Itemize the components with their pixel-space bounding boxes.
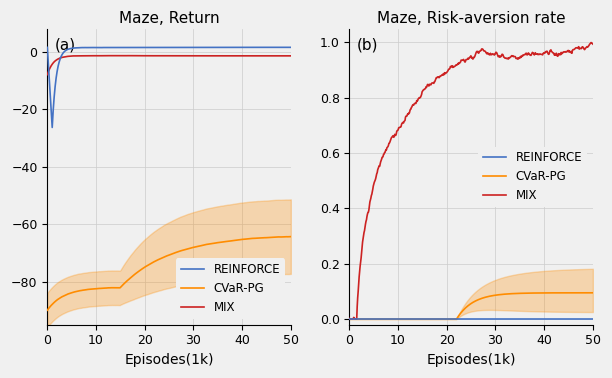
REINFORCE (463, 317, 470, 321)
X-axis label: Episodes(1k): Episodes(1k) (124, 353, 214, 367)
REINFORCE (43, 45, 51, 50)
MIX (478, 46, 485, 51)
REINFORCE (253, 45, 260, 50)
X-axis label: Episodes(1k): Episodes(1k) (427, 353, 516, 367)
MIX (176, 54, 183, 58)
Text: (a): (a) (54, 37, 76, 53)
MIX (491, 52, 499, 56)
MIX (160, 53, 167, 58)
CVaR-PG (589, 291, 597, 295)
CVaR-PG (287, 234, 294, 239)
CVaR-PG (463, 305, 470, 309)
Line: MIX: MIX (47, 56, 291, 74)
Text: (b): (b) (357, 37, 378, 53)
Line: MIX: MIX (349, 43, 593, 319)
REINFORCE (589, 317, 597, 321)
MIX (346, 316, 353, 321)
CVaR-PG (282, 234, 289, 239)
REINFORCE (282, 45, 289, 50)
MIX (346, 317, 354, 321)
REINFORCE (244, 45, 251, 50)
REINFORCE (491, 317, 498, 321)
Title: Maze, Return: Maze, Return (119, 11, 219, 26)
REINFORCE (48, 125, 56, 130)
Legend: REINFORCE, CVaR-PG, MIX: REINFORCE, CVaR-PG, MIX (478, 147, 587, 207)
MIX (584, 45, 591, 50)
CVaR-PG (161, 254, 168, 259)
Line: CVaR-PG: CVaR-PG (349, 293, 593, 319)
REINFORCE (160, 45, 167, 50)
REINFORCE (545, 317, 553, 321)
REINFORCE (583, 317, 591, 321)
CVaR-PG (188, 245, 196, 250)
Legend: REINFORCE, CVaR-PG, MIX: REINFORCE, CVaR-PG, MIX (176, 259, 285, 319)
CVaR-PG (43, 308, 51, 313)
REINFORCE (346, 317, 353, 321)
MIX (282, 54, 289, 58)
CVaR-PG (461, 306, 469, 311)
MIX (462, 59, 469, 64)
CVaR-PG (159, 255, 166, 260)
CVaR-PG (477, 296, 485, 301)
REINFORCE (477, 317, 485, 321)
Line: CVaR-PG: CVaR-PG (47, 237, 291, 310)
Title: Maze, Risk-aversion rate: Maze, Risk-aversion rate (377, 11, 565, 26)
MIX (287, 54, 294, 58)
MIX (546, 50, 553, 55)
REINFORCE (189, 45, 196, 50)
MIX (244, 54, 251, 58)
CVaR-PG (545, 291, 553, 295)
MIX (43, 72, 51, 77)
Line: REINFORCE: REINFORCE (47, 47, 291, 127)
MIX (162, 53, 169, 58)
REINFORCE (176, 45, 183, 50)
CVaR-PG (243, 237, 250, 241)
CVaR-PG (176, 249, 183, 254)
CVaR-PG (491, 293, 498, 297)
MIX (113, 53, 120, 58)
MIX (463, 57, 471, 62)
MIX (189, 54, 196, 58)
CVaR-PG (346, 317, 353, 321)
REINFORCE (162, 45, 169, 50)
MIX (589, 42, 597, 46)
MIX (588, 40, 595, 45)
REINFORCE (287, 45, 294, 50)
REINFORCE (461, 317, 469, 321)
CVaR-PG (583, 291, 591, 295)
